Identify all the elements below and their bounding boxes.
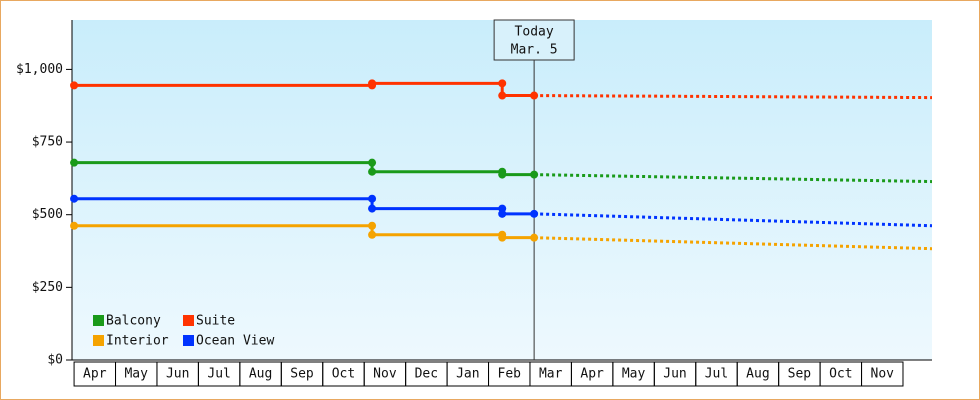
legend-swatch: [183, 315, 194, 326]
point: [368, 167, 377, 176]
x-tick-label: May: [622, 367, 646, 382]
x-tick-label: Oct: [332, 367, 355, 382]
legend-label: Suite: [196, 314, 235, 329]
point: [70, 221, 79, 230]
series-line: [74, 224, 535, 240]
point: [530, 170, 539, 179]
series-line: [74, 81, 535, 98]
point: [530, 91, 539, 100]
point: [70, 81, 79, 90]
x-tick-label: Apr: [580, 367, 604, 382]
y-tick-label: $750: [32, 135, 63, 150]
y-tick-label: $500: [32, 207, 63, 222]
legend-label: Ocean View: [196, 334, 274, 349]
point: [368, 230, 377, 239]
x-tick-label: Feb: [498, 367, 522, 382]
x-tick-label: Mar: [539, 367, 563, 382]
y-tick-label: $1,000: [16, 62, 63, 77]
x-tick-label: Jun: [663, 367, 686, 382]
point: [368, 194, 377, 203]
x-tick-label: Nov: [871, 367, 895, 382]
point: [498, 91, 507, 100]
point: [498, 209, 507, 218]
point: [530, 209, 539, 218]
x-tick-label: Dec: [415, 367, 438, 382]
today-label: Today: [515, 25, 554, 40]
legend-swatch: [93, 315, 104, 326]
x-tick-label: Aug: [746, 367, 769, 382]
forecast-line: [534, 212, 933, 228]
forecast-line: [534, 94, 933, 100]
point: [498, 233, 507, 242]
x-tick-label: Nov: [373, 367, 397, 382]
y-tick-label: $250: [32, 280, 63, 295]
legend-label: Interior: [106, 334, 169, 349]
x-cell: [861, 361, 904, 387]
legend-swatch: [93, 335, 104, 346]
forecast-line: [534, 236, 933, 251]
series-line: [74, 197, 535, 216]
x-tick-label: Sep: [290, 367, 314, 382]
x-tick-label: Jul: [705, 367, 728, 382]
point: [70, 158, 79, 167]
x-tick-label: Sep: [788, 367, 812, 382]
point: [368, 79, 377, 88]
plot-area: [72, 20, 932, 360]
today-label: Mar. 5: [511, 43, 558, 58]
legend-swatch: [183, 335, 194, 346]
x-tick-label: Apr: [83, 367, 107, 382]
x-tick-label: Jul: [207, 367, 230, 382]
today-box: [493, 19, 575, 61]
x-tick-label: Jun: [166, 367, 189, 382]
y-tick-label: $0: [47, 353, 63, 368]
x-tick-label: Jan: [456, 367, 479, 382]
point: [498, 79, 507, 88]
series-line: [74, 161, 535, 177]
x-tick-label: Aug: [249, 367, 272, 382]
point: [368, 204, 377, 213]
x-tick-label: Oct: [829, 367, 852, 382]
forecast-line: [534, 173, 933, 184]
point: [498, 170, 507, 179]
point: [70, 194, 79, 203]
point: [530, 233, 539, 242]
point: [368, 221, 377, 230]
legend-label: Balcony: [106, 314, 161, 329]
x-tick-label: May: [124, 367, 148, 382]
point: [368, 158, 377, 167]
